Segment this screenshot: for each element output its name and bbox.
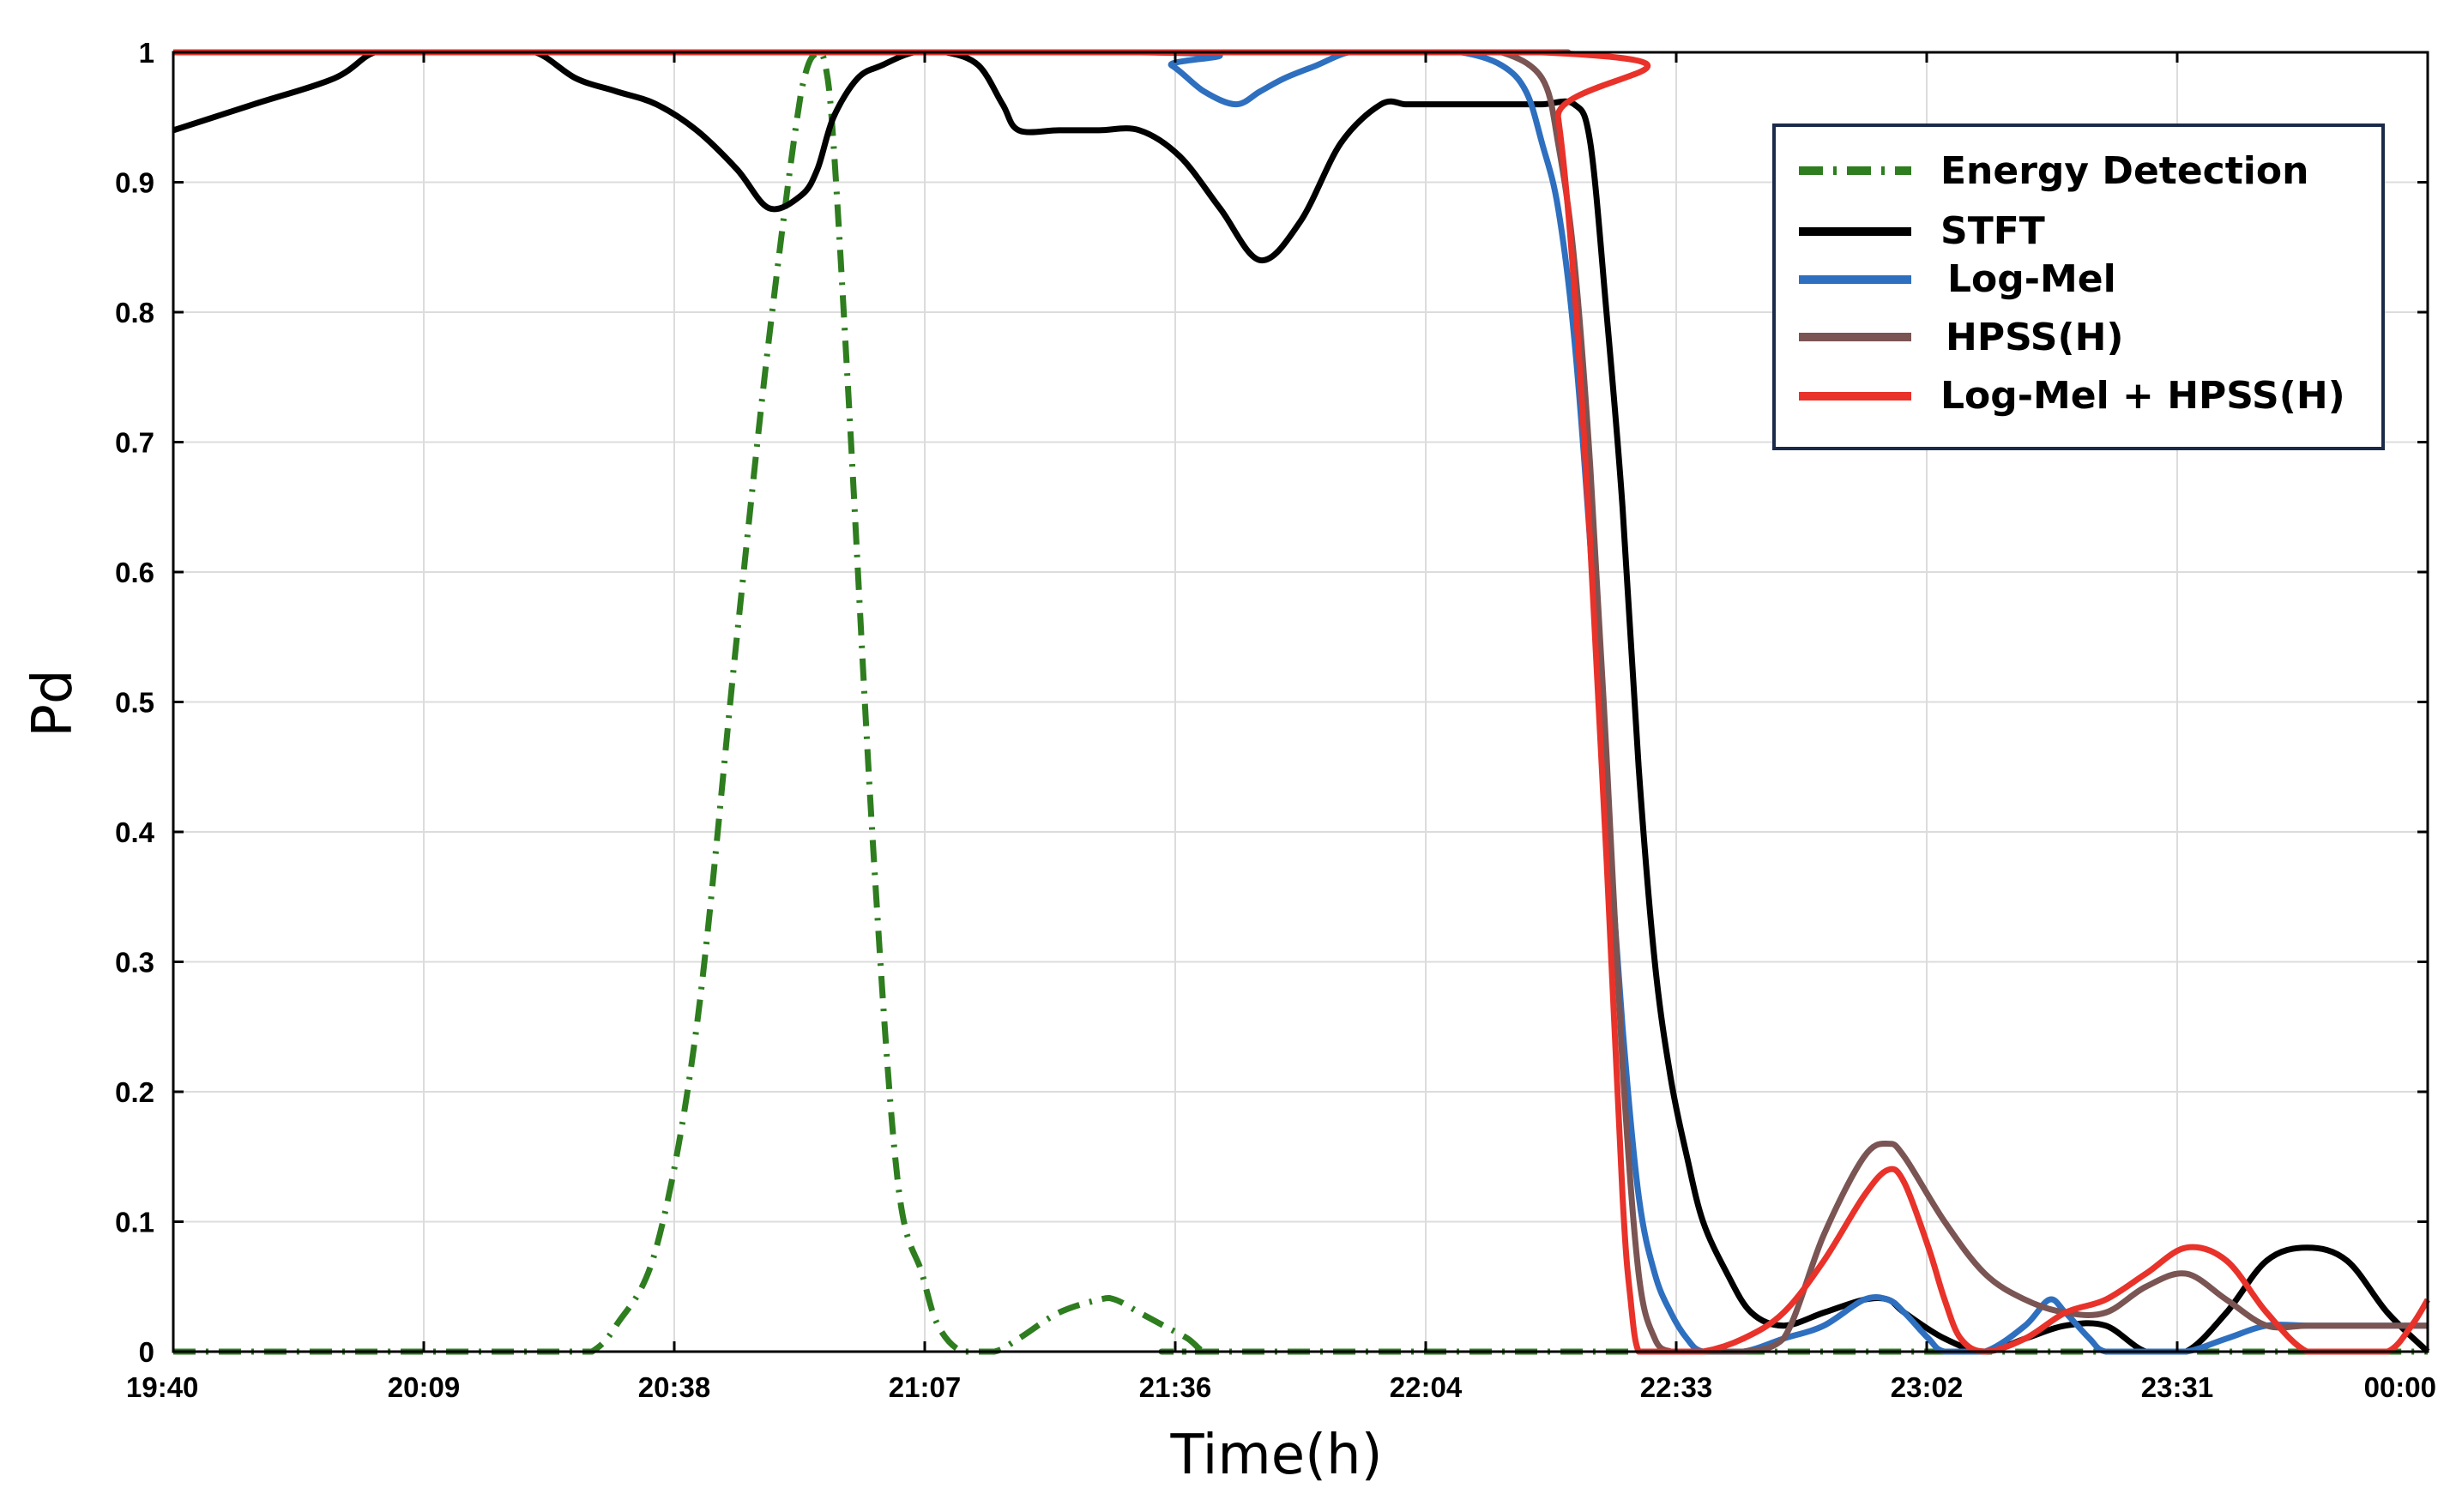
grid-lines — [173, 52, 2428, 1352]
x-tick-label: 20:38 — [638, 1371, 710, 1403]
x-tick-label: 21:07 — [889, 1371, 961, 1403]
legend: Energy Detection STFT Log-Mel HPSS(H) Lo… — [1772, 123, 2385, 450]
legend-label-log-mel: Log-Mel — [1947, 257, 2116, 301]
x-tick-label: 19:40 — [126, 1371, 198, 1403]
y-tick-label: 0 — [139, 1336, 154, 1368]
y-tick-label: 0.5 — [115, 687, 154, 719]
y-tick-label: 0.7 — [115, 427, 154, 459]
legend-label-energy-detection: Energy Detection — [1940, 149, 2308, 193]
legend-label-stft: STFT — [1940, 209, 2045, 253]
y-tick-label: 0.2 — [115, 1076, 154, 1108]
x-tick-label: 23:02 — [1891, 1371, 1963, 1403]
y-tick-label: 0.4 — [115, 816, 155, 848]
x-tick-label: 21:36 — [1139, 1371, 1211, 1403]
y-tick-label: 0.3 — [115, 947, 154, 979]
x-tick-label: 22:04 — [1390, 1371, 1463, 1403]
legend-label-hpss: HPSS(H) — [1946, 316, 2124, 359]
y-tick-label: 0.8 — [115, 297, 154, 328]
series-log-mel-hpss — [173, 49, 2431, 1355]
series-stft — [172, 49, 2430, 1355]
legend-label-log-mel-hpss: Log-Mel + HPSS(H) — [1940, 374, 2345, 418]
x-tick-label: 23:31 — [2141, 1371, 2213, 1403]
x-axis-label: Time(h) — [1169, 1424, 1382, 1487]
y-tick-label: 1 — [139, 37, 154, 69]
y-axis-label: Pd — [21, 669, 85, 737]
y-tick-label: 0.9 — [115, 167, 154, 199]
x-tick-label: 00:00 — [2364, 1371, 2436, 1403]
legend-box — [1772, 123, 2385, 450]
y-tick-label: 0.6 — [115, 557, 154, 588]
x-tick-label: 20:09 — [388, 1371, 460, 1403]
series-log-mel — [173, 49, 2428, 1355]
y-tick-label: 0.1 — [115, 1207, 154, 1238]
x-tick-label: 22:33 — [1640, 1371, 1712, 1403]
axis-ticks: 0 0.1 0.2 0.3 0.4 0.5 0.6 0.7 0.8 0.9 1 19:40 20:09 2… — [115, 37, 2436, 1403]
